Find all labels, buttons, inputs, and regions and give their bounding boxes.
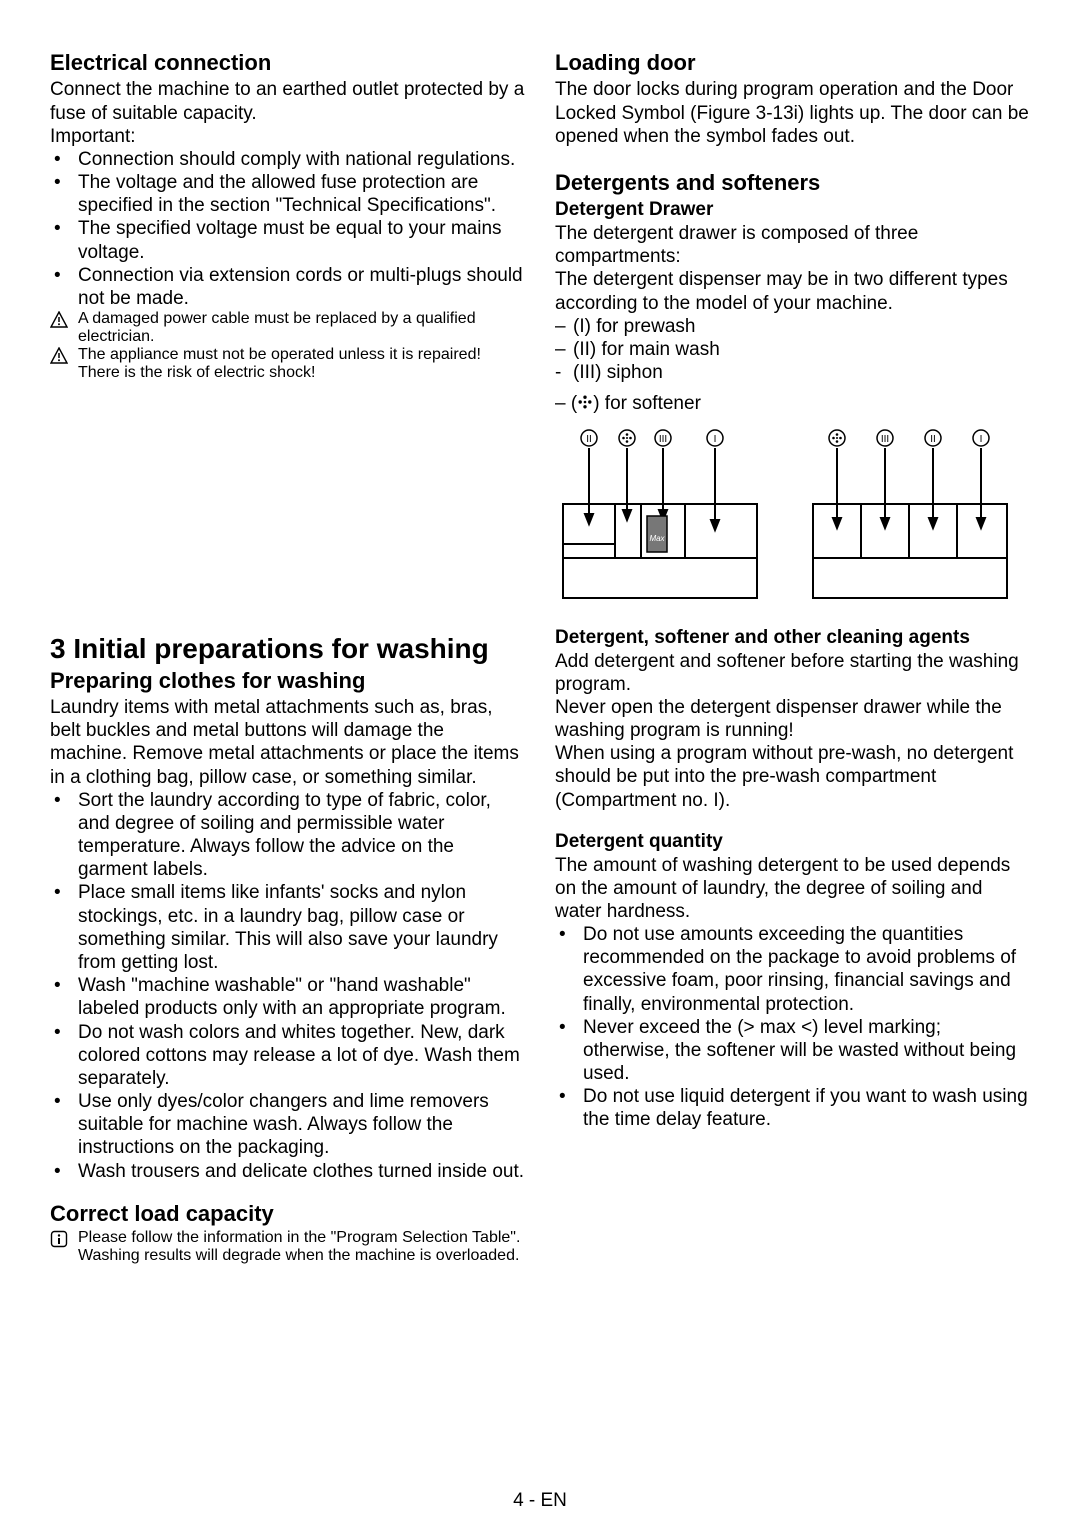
svg-text:II: II [930, 434, 936, 445]
paragraph: Important: [50, 125, 525, 148]
warning-icon [50, 347, 68, 369]
svg-text:II: II [586, 434, 592, 445]
list-item: (II) for main wash [555, 338, 1030, 361]
drawer-figures: II III I Max [555, 426, 1030, 606]
paragraph: The detergent drawer is composed of thre… [555, 222, 1030, 268]
info-icon [50, 1230, 68, 1253]
svg-text:Max: Max [649, 534, 665, 543]
softener-line: – () for softener [555, 392, 1030, 416]
right-column: Loading door The door locks during progr… [555, 50, 1030, 1265]
paragraph: Add detergent and softener before starti… [555, 650, 1030, 696]
paragraph: The amount of washing detergent to be us… [555, 854, 1030, 924]
list-item: Do not use liquid detergent if you want … [555, 1085, 1030, 1131]
svg-text:III: III [659, 434, 667, 445]
subheading-detergent-quantity: Detergent quantity [555, 830, 1030, 854]
paragraph: Never open the detergent dispenser drawe… [555, 696, 1030, 742]
paragraph: The detergent dispenser may be in two di… [555, 268, 1030, 314]
warning-line: A damaged power cable must be replaced b… [50, 310, 525, 346]
left-column: Electrical connection Connect the machin… [50, 50, 525, 1265]
list-item: The specified voltage must be equal to y… [50, 217, 525, 263]
list-item: (I) for prewash [555, 315, 1030, 338]
list-item: (III) siphon [555, 361, 1030, 384]
heading-loading-door: Loading door [555, 50, 1030, 76]
softener-icon [577, 393, 593, 416]
info-text: Please follow the information in the "Pr… [78, 1229, 520, 1264]
dash-list: (I) for prewash (II) for main wash (III)… [555, 315, 1030, 385]
info-line: Please follow the information in the "Pr… [50, 1229, 525, 1265]
subheading-detergent-drawer: Detergent Drawer [555, 198, 1030, 222]
heading-electrical-connection: Electrical connection [50, 50, 525, 76]
drawer-figure-right: III II I [805, 426, 1015, 606]
list-item: Wash trousers and delicate clothes turne… [50, 1160, 525, 1183]
warning-line: The appliance must not be operated unles… [50, 346, 525, 382]
heading-preparing-clothes: Preparing clothes for washing [50, 668, 525, 694]
svg-text:I: I [980, 434, 983, 445]
bullet-list: Do not use amounts exceeding the quantit… [555, 923, 1030, 1132]
warning-text: The appliance must not be operated unles… [78, 346, 481, 381]
list-item: Place small items like infants' socks an… [50, 881, 525, 974]
paragraph: When using a program without pre-wash, n… [555, 742, 1030, 812]
list-item: Do not use amounts exceeding the quantit… [555, 923, 1030, 1016]
heading-initial-preparations: 3 Initial preparations for washing [50, 632, 525, 666]
list-item: Connection via extension cords or multi-… [50, 264, 525, 310]
list-item: Never exceed the (> max <) level marking… [555, 1016, 1030, 1086]
heading-correct-load-capacity: Correct load capacity [50, 1201, 525, 1227]
list-item: Do not wash colors and whites together. … [50, 1021, 525, 1091]
svg-text:I: I [714, 434, 717, 445]
list-item: Sort the laundry according to type of fa… [50, 789, 525, 882]
drawer-figure-left: II III I Max [555, 426, 765, 606]
list-item: The voltage and the allowed fuse protect… [50, 171, 525, 217]
bullet-list: Sort the laundry according to type of fa… [50, 789, 525, 1183]
softener-suffix: ) for softener [593, 393, 701, 414]
list-item: Wash "machine washable" or "hand washabl… [50, 974, 525, 1020]
list-item: Connection should comply with national r… [50, 148, 525, 171]
svg-text:III: III [881, 434, 889, 445]
heading-detergents-softeners: Detergents and softeners [555, 170, 1030, 196]
paragraph: The door locks during program operation … [555, 78, 1030, 148]
page-footer: 4 - EN [0, 1490, 1080, 1512]
warning-text: A damaged power cable must be replaced b… [78, 310, 476, 345]
paragraph: Connect the machine to an earthed outlet… [50, 78, 525, 124]
warning-icon [50, 311, 68, 333]
bullet-list: Connection should comply with national r… [50, 148, 525, 310]
list-item: Use only dyes/color changers and lime re… [50, 1090, 525, 1160]
paragraph: Laundry items with metal attachments suc… [50, 696, 525, 789]
subheading-detergent-agents: Detergent, softener and other cleaning a… [555, 626, 1030, 650]
